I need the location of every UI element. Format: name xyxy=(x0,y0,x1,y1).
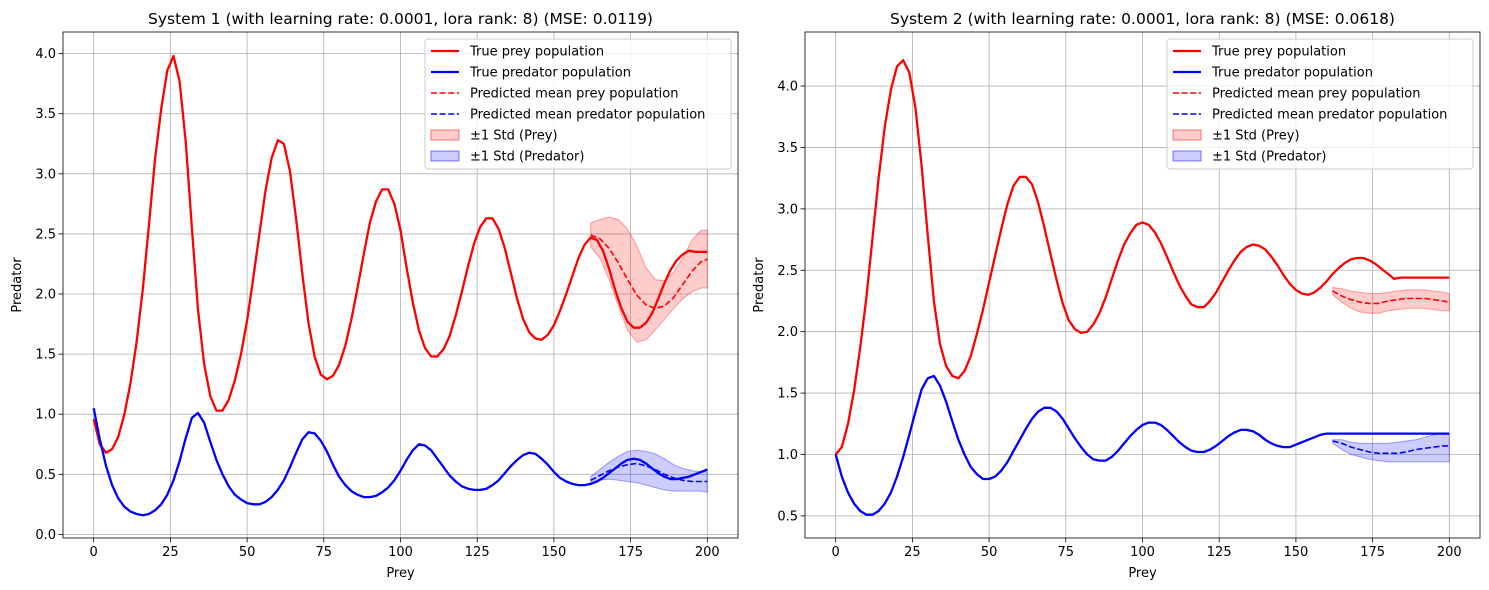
y-axis-label: Predator xyxy=(10,257,25,313)
y-tick-label: 0.5 xyxy=(35,468,56,483)
legend-predicted-prey-label: Predicted mean prey population xyxy=(1212,87,1420,102)
legend-predicted-predator-label: Predicted mean predator population xyxy=(470,108,705,123)
axes-frame xyxy=(62,31,739,539)
y-axis-label: Predator xyxy=(752,257,767,313)
legend-true-predator-label: True predator population xyxy=(1211,66,1373,81)
y-tick-label: 1.5 xyxy=(777,387,798,402)
x-tick-label: 150 xyxy=(1283,545,1308,560)
predator-std-band xyxy=(1332,433,1450,463)
legend-prey-std-label: ±1 Std (Prey) xyxy=(470,129,558,144)
y-tick-label: 1.0 xyxy=(35,408,56,423)
x-tick-label: 75 xyxy=(316,545,333,560)
axes-frame xyxy=(804,31,1481,539)
legend-prey-std-label: ±1 Std (Prey) xyxy=(1212,129,1300,144)
x-tick-label: 200 xyxy=(1437,545,1462,560)
y-tick-label: 3.0 xyxy=(777,202,798,217)
y-tick-label: 4.0 xyxy=(777,80,798,95)
x-tick-label: 200 xyxy=(695,545,720,560)
y-tick-label: 2.0 xyxy=(35,288,56,303)
predicted-prey-line xyxy=(1332,290,1450,305)
x-tick-label: 25 xyxy=(162,545,179,560)
predicted-predator-line xyxy=(590,462,708,483)
x-axis-label: Prey xyxy=(386,566,415,581)
x-tick-label: 150 xyxy=(541,545,566,560)
x-tick-label: 50 xyxy=(239,545,256,560)
true-prey-line xyxy=(92,54,708,454)
y-tick-label: 4.0 xyxy=(35,47,56,62)
y-tick-label: 2.0 xyxy=(777,325,798,340)
chart-2: 0 25 50 75 100 125 150 175 200 0.5 1.0 1.5 2.0 2.5 3.0… xyxy=(752,10,1481,581)
chart-1: 0 25 50 75 100 125 150 175 200 0.0 0.5 1.0 1.5 2.0 2.5… xyxy=(10,10,739,581)
legend-predator-std-swatch xyxy=(430,150,460,162)
prey-std-band xyxy=(590,216,708,343)
y-tick-label: 3.0 xyxy=(35,167,56,182)
legend-predicted-prey-label: Predicted mean prey population xyxy=(470,87,678,102)
predicted-predator-line xyxy=(1332,440,1450,455)
y-tick-label: 0.0 xyxy=(35,528,56,543)
legend-predicted-predator-label: Predicted mean predator population xyxy=(1212,108,1447,123)
predicted-prey-line xyxy=(590,234,708,310)
true-predator-line xyxy=(834,374,1450,516)
x-axis-label: Prey xyxy=(1128,566,1157,581)
x-tick-label: 50 xyxy=(981,545,998,560)
x-tick-label: 175 xyxy=(618,545,643,560)
y-tick-label: 3.5 xyxy=(777,141,798,156)
true-predator-line xyxy=(92,407,708,517)
legend-predator-std-label: ±1 Std (Predator) xyxy=(1212,150,1326,165)
x-tick-label: 125 xyxy=(1207,545,1232,560)
chart-title: System 1 (with learning rate: 0.0001, lo… xyxy=(148,10,653,28)
legend-predator-std-swatch xyxy=(1172,150,1202,162)
true-prey-line xyxy=(834,59,1450,456)
legend-box xyxy=(1166,38,1474,170)
legend-prey-std-swatch xyxy=(430,129,460,141)
legend: True prey population True predator popula… xyxy=(1166,38,1474,170)
legend-box xyxy=(424,38,732,170)
x-tick-label: 0 xyxy=(90,545,98,560)
legend-true-prey-label: True prey population xyxy=(1211,45,1346,60)
legend-true-prey-label: True prey population xyxy=(469,45,604,60)
y-tick-label: 0.5 xyxy=(777,509,798,524)
chart-title: System 2 (with learning rate: 0.0001, lo… xyxy=(890,10,1395,28)
y-tick-label: 1.5 xyxy=(35,348,56,363)
predator-std-band xyxy=(590,449,708,493)
legend-prey-std-swatch xyxy=(1172,129,1202,141)
legend: True prey population True predator popula… xyxy=(424,38,732,170)
x-tick-label: 175 xyxy=(1360,545,1385,560)
legend-predator-std-label: ±1 Std (Predator) xyxy=(470,150,584,165)
x-tick-label: 100 xyxy=(388,545,413,560)
x-tick-label: 75 xyxy=(1058,545,1075,560)
y-tick-label: 2.5 xyxy=(35,227,56,242)
x-tick-label: 100 xyxy=(1130,545,1155,560)
legend-true-predator-label: True predator population xyxy=(469,66,631,81)
x-tick-label: 125 xyxy=(465,545,490,560)
y-tick-label: 1.0 xyxy=(777,448,798,463)
y-tick-label: 3.5 xyxy=(35,107,56,122)
x-tick-label: 0 xyxy=(832,545,840,560)
x-tick-label: 25 xyxy=(904,545,921,560)
y-tick-label: 2.5 xyxy=(777,264,798,279)
